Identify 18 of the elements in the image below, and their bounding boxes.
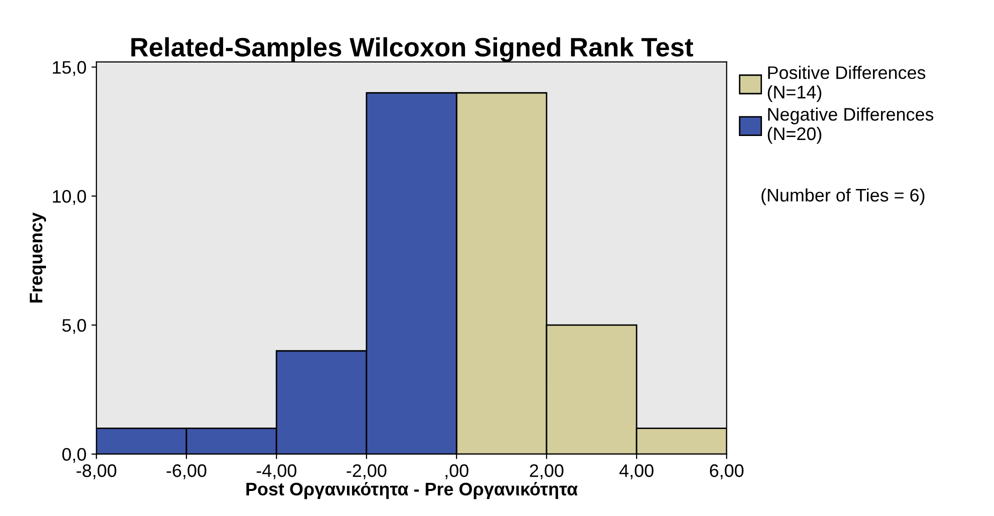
chart-title: Related-Samples Wilcoxon Signed Rank Test [131,37,694,62]
x-tick-label: -2,00 [346,464,386,480]
y-tick-label: 10,0 [52,190,86,205]
x-tick-label: 6,00 [710,464,744,480]
x-axis-title: Post Οργανικότητα - Pre Οργανικότητα [246,482,578,500]
y-axis-title: Frequency [30,212,46,302]
y-tick-label: 5,0 [62,319,86,334]
y-tick-label: 0,0 [62,448,86,463]
x-tick-label: ,00 [446,464,468,480]
legend-label: Negative Differences (N=20) [768,107,934,144]
y-tick-label: 15,0 [52,61,86,76]
text: (Number of Ties = 6) [762,188,924,206]
x-tick-label: 4,00 [619,464,654,480]
x-tick-label: 2,00 [530,464,564,480]
legend-label: Positive Differences (N=14) [768,66,926,102]
x-tick-label: -6,00 [166,464,206,480]
x-tick-label: -8,00 [76,464,116,480]
x-tick-label: -4,00 [256,464,296,480]
